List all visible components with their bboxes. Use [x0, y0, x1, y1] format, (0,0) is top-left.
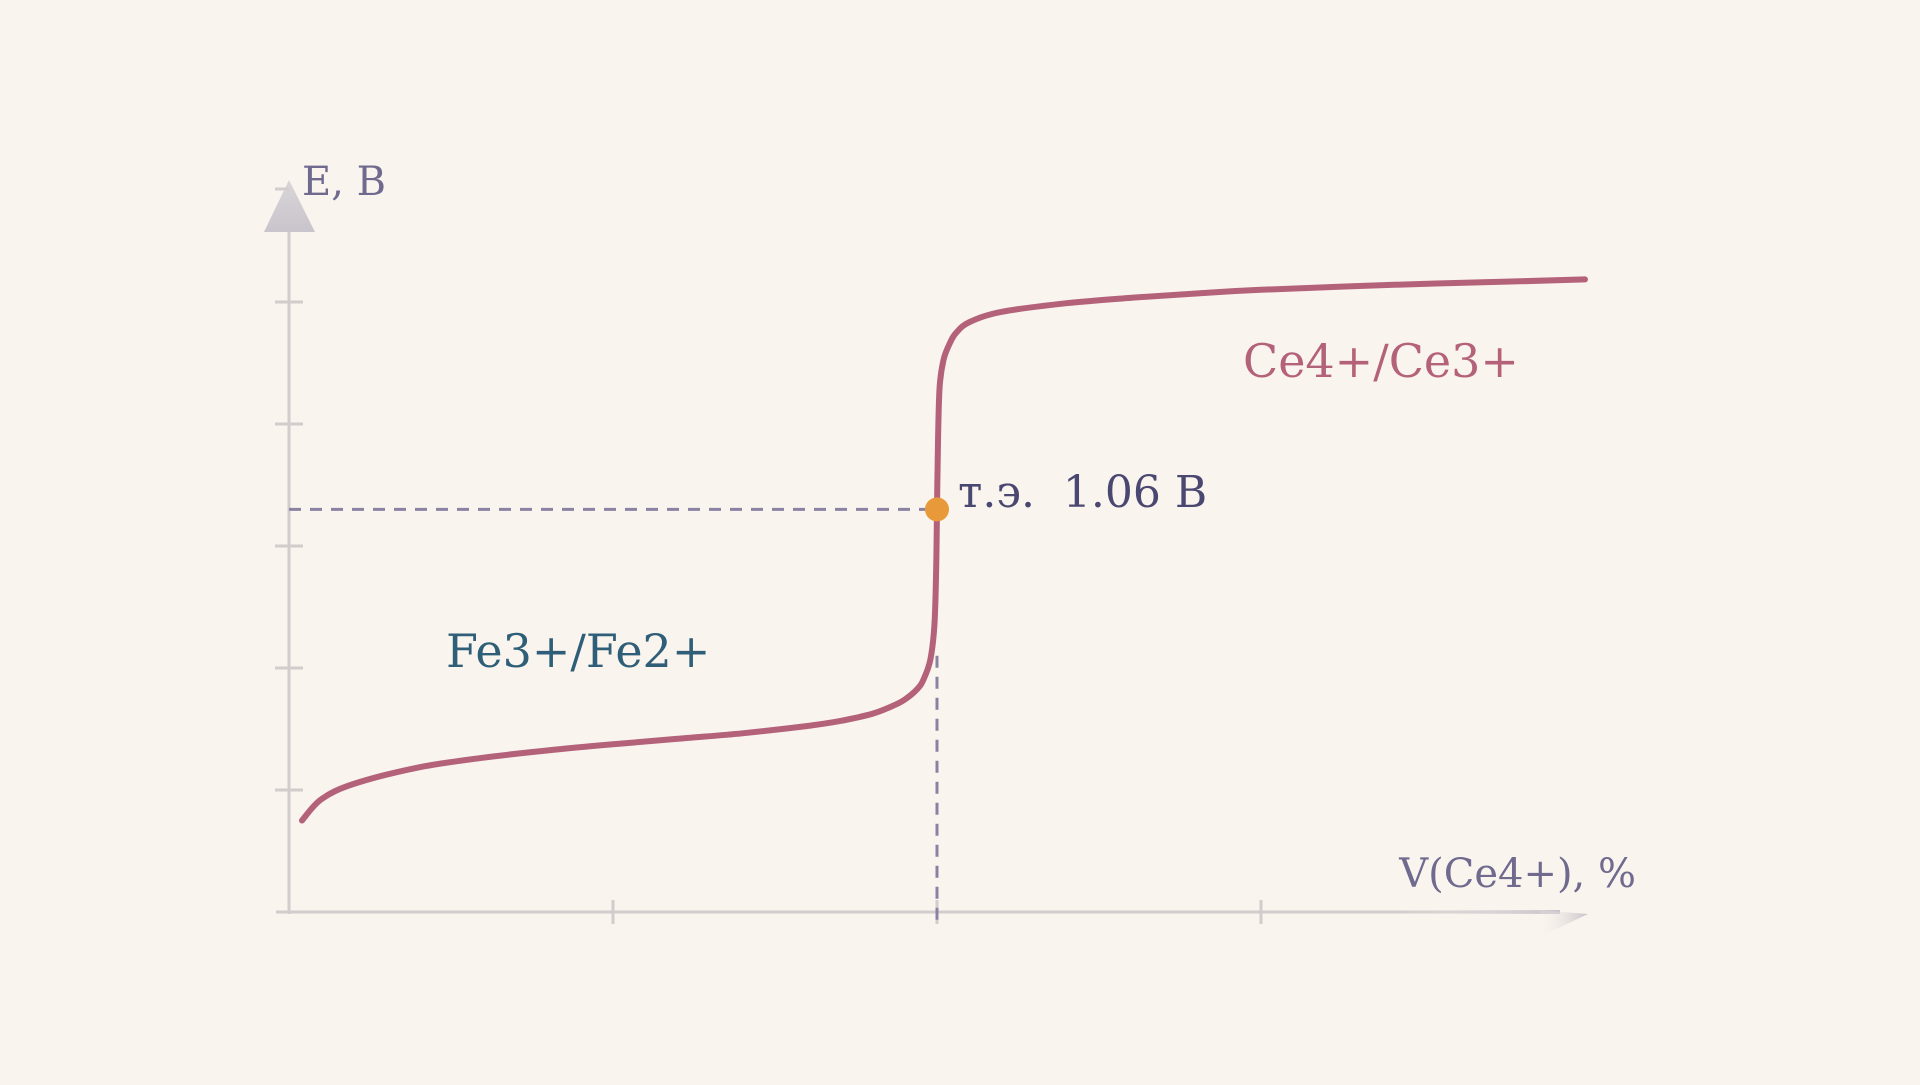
- axes: [264, 180, 1588, 938]
- ce-couple-label: Ce4+/Ce3+: [1243, 334, 1519, 388]
- fe-couple-label: Fe3+/Fe2+: [446, 624, 710, 678]
- equivalence-point-marker: [925, 497, 949, 522]
- y-ticks: [275, 187, 303, 792]
- y-axis-label: E, B: [302, 159, 386, 205]
- x-axis-arrow: [1537, 910, 1588, 938]
- x-axis-label: V(Ce4+), %: [1398, 851, 1636, 897]
- x-axis-fade: [1400, 910, 1560, 914]
- titration-curve: [299, 276, 1588, 824]
- equivalence-point-label: т.э. 1.06 В: [958, 467, 1207, 518]
- y-axis-arrow: [264, 180, 315, 232]
- equivalence-guides: [289, 507, 939, 924]
